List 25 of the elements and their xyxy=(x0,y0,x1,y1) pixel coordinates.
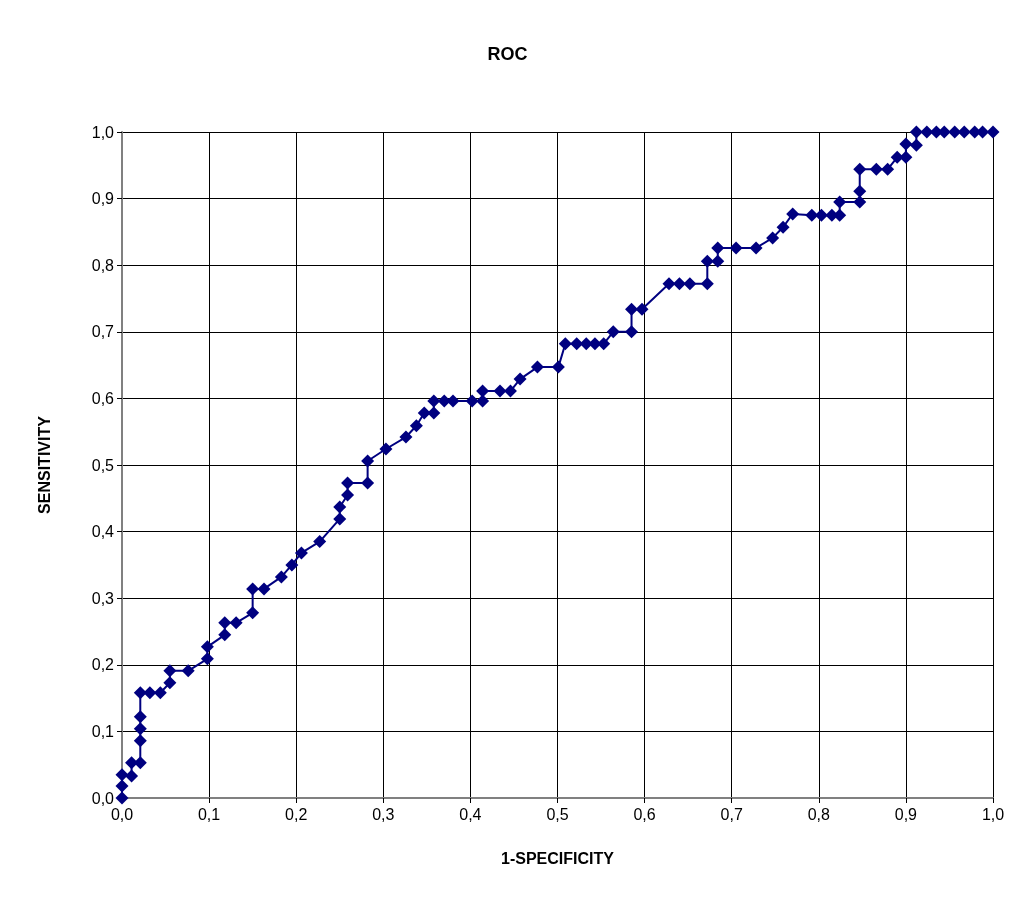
x-tick-label: 0,9 xyxy=(894,805,918,823)
y-tick-label: 0,9 xyxy=(91,190,115,208)
x-tick-label: 0,2 xyxy=(285,805,308,823)
y-tick-label: 0,4 xyxy=(91,523,115,541)
x-tick-label: 0,8 xyxy=(807,805,831,823)
x-tick-label: 0,4 xyxy=(459,805,482,823)
y-tick-label: 0,6 xyxy=(91,389,115,407)
y-tick-label: 0,8 xyxy=(91,256,115,274)
y-tick-label: 0,5 xyxy=(91,456,115,474)
x-axis-title: 1-SPECIFICITY xyxy=(501,849,615,867)
y-tick-label: 0,2 xyxy=(91,656,115,674)
x-tick-label: 1,0 xyxy=(981,805,1005,823)
y-tick-label: 1,0 xyxy=(91,123,115,141)
x-tick-label: 0,7 xyxy=(720,805,743,823)
y-axis-title: SENSITIVITY xyxy=(35,415,53,514)
chart-title: ROC xyxy=(487,44,528,64)
x-tick-label: 0,0 xyxy=(110,805,134,823)
x-tick-label: 0,6 xyxy=(633,805,656,823)
x-tick-label: 0,3 xyxy=(372,805,395,823)
x-tick-label: 0,1 xyxy=(197,805,221,823)
x-tick-label: 0,5 xyxy=(546,805,569,823)
y-tick-label: 0,3 xyxy=(91,589,115,607)
y-tick-label: 0,7 xyxy=(91,323,115,341)
y-tick-label: 0,0 xyxy=(91,789,115,807)
y-tick-label: 0,1 xyxy=(91,722,115,740)
